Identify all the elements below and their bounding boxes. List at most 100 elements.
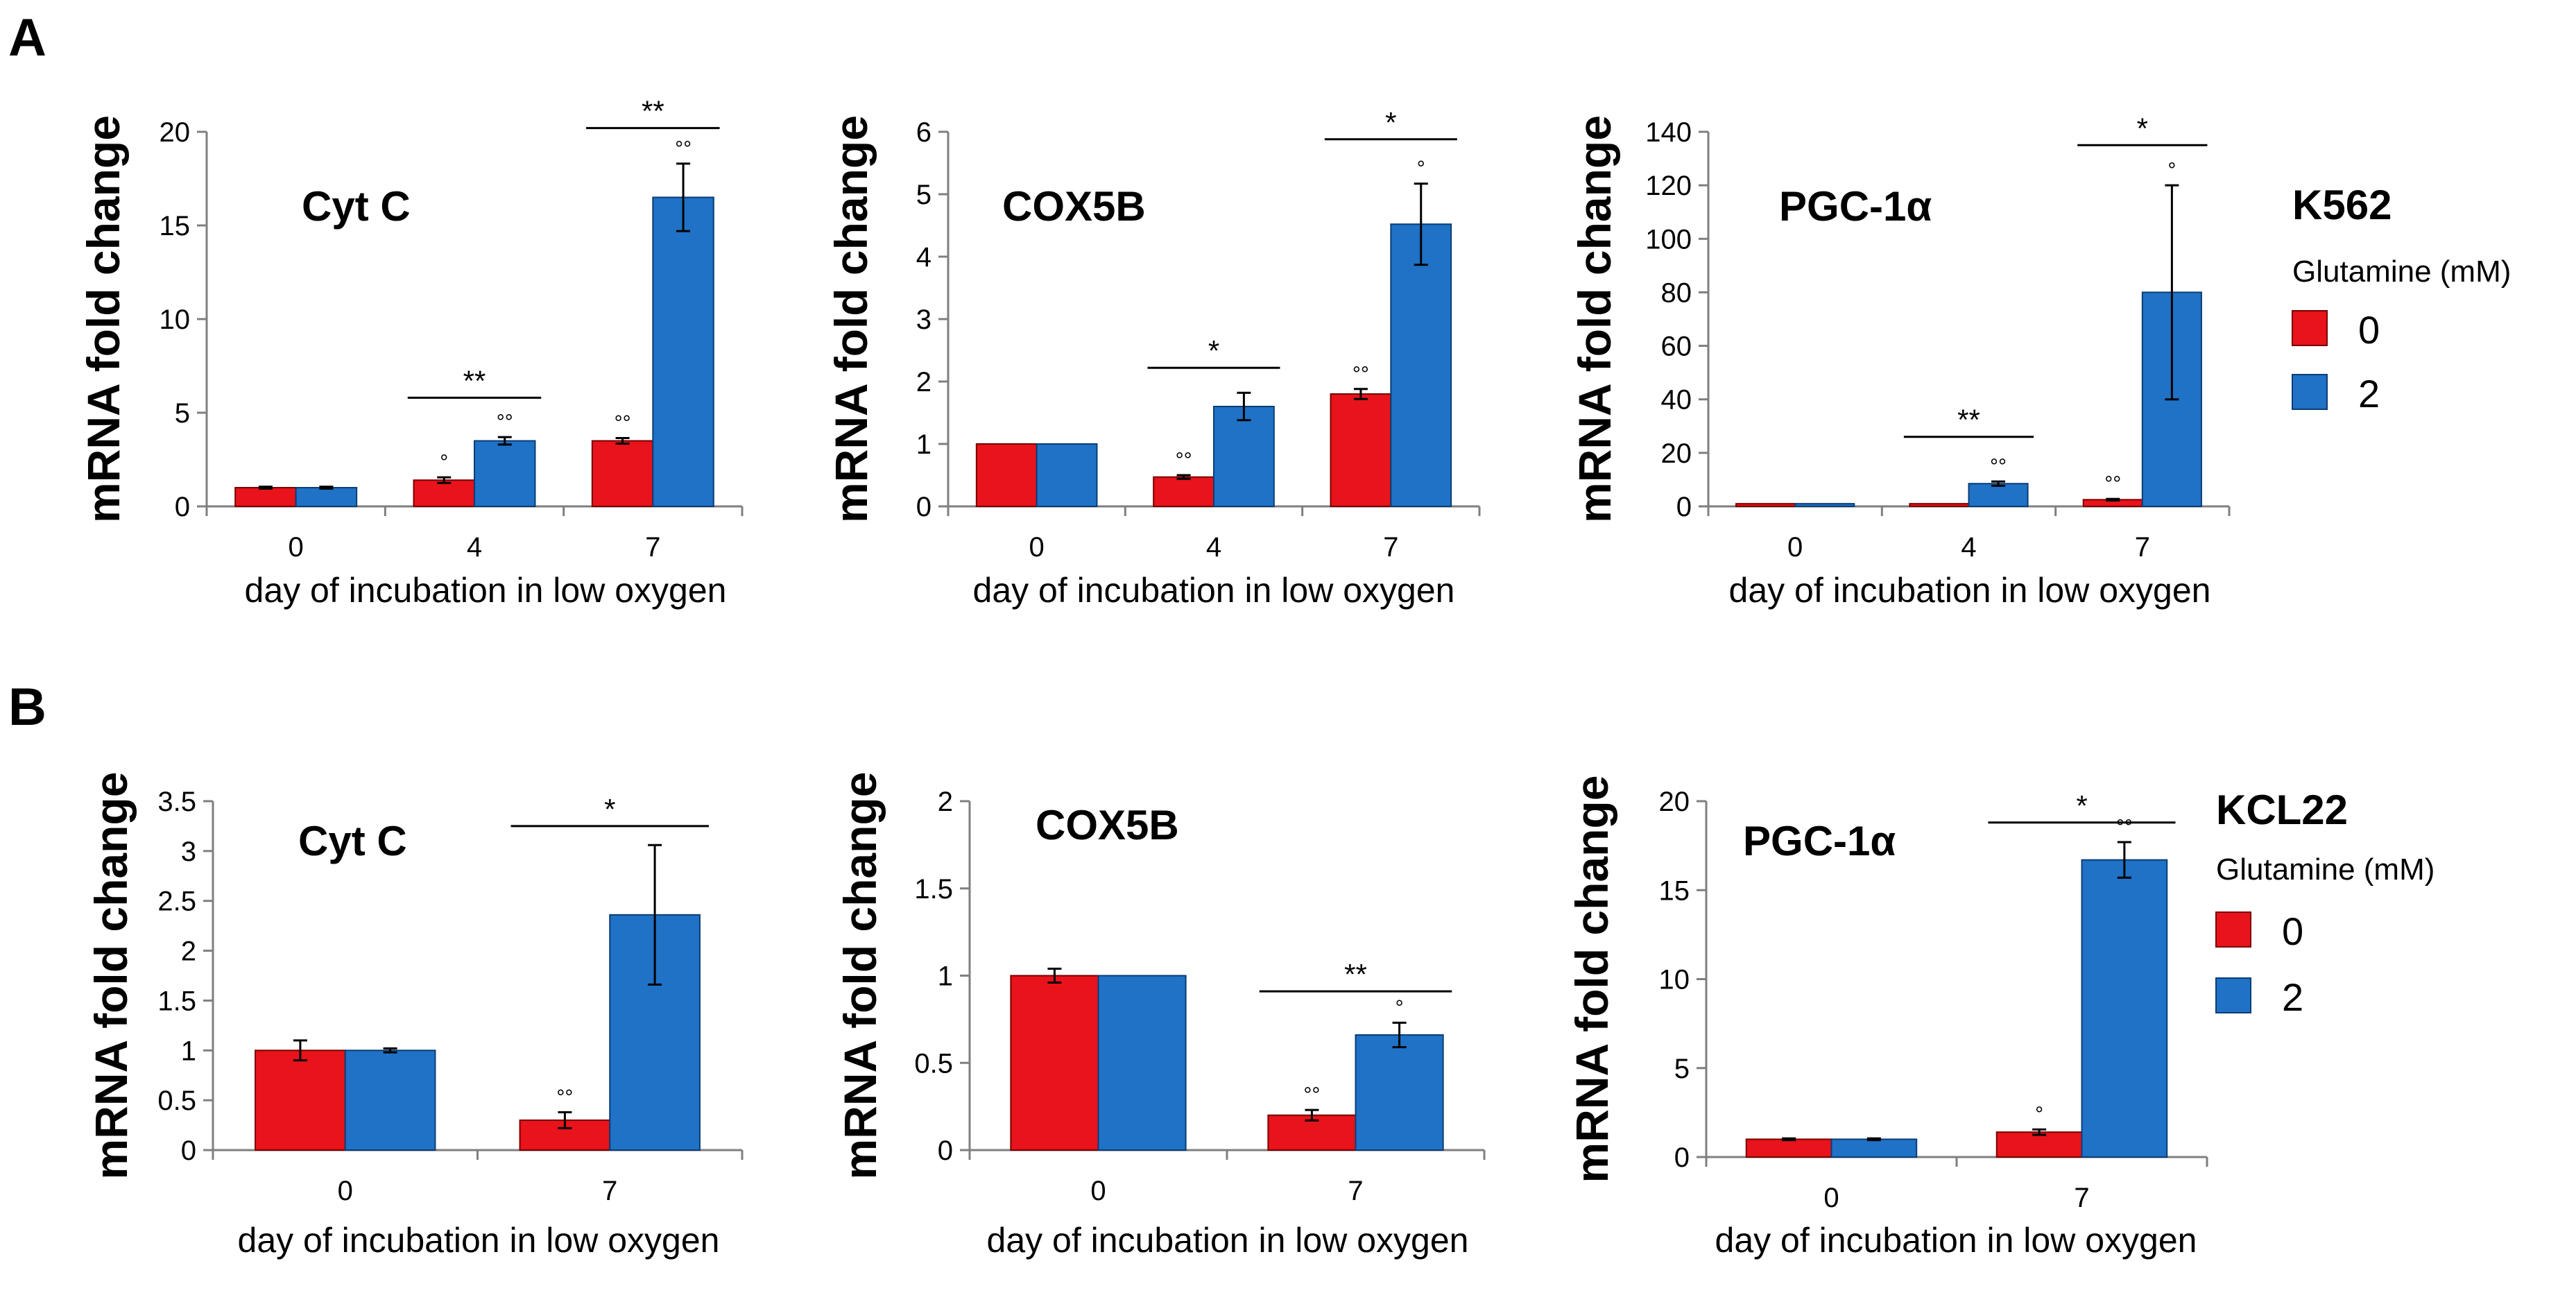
bar-glutamine-0-day-0 [1010, 975, 1099, 1151]
y-tick-label: 100 [1645, 224, 1692, 255]
bar-glutamine-2-day-7 [2081, 859, 2168, 1158]
significance-marker: °° [2116, 816, 2133, 839]
y-tick-label: 0.5 [914, 1048, 953, 1079]
significance-label: ** [1957, 404, 1980, 436]
y-tick-label: 0 [1674, 1142, 1690, 1173]
bar-glutamine-2-day-4 [474, 440, 536, 507]
y-tick-label: 15 [160, 211, 191, 241]
y-tick-label: 1 [938, 961, 953, 992]
panel-letter-b: B [8, 678, 46, 737]
legend-kcl22: KCL22 Glutamine (mM) 0 2 [2215, 787, 2435, 1019]
significance-marker: °° [1353, 363, 1369, 386]
x-tick-label: 7 [2135, 532, 2150, 563]
y-tick-label: 0 [916, 492, 931, 522]
bar-glutamine-0-day-7 [1995, 1131, 2083, 1158]
y-axis-label: mRNA fold change [1566, 776, 1617, 1183]
bar-glutamine-2-day-0 [1794, 503, 1855, 508]
y-tick-label: 0.5 [157, 1086, 196, 1116]
bar-glutamine-2-day-0 [1036, 443, 1098, 507]
significance-marker: ° [440, 451, 448, 474]
x-tick-label: 7 [602, 1176, 617, 1206]
bar-glutamine-2-day-7 [1355, 1034, 1444, 1151]
y-axis-label: mRNA fold change [78, 115, 129, 523]
x-tick-label: 0 [289, 532, 304, 563]
y-tick-label: 10 [1659, 965, 1690, 995]
legend-k562: K562 Glutamine (mM) 0 2 [2292, 182, 2511, 416]
x-axis-label: day of incubation in low oxygen [245, 571, 727, 610]
y-tick-label: 3 [181, 837, 196, 867]
y-tick-label: 3 [916, 305, 931, 335]
y-tick-label: 2 [181, 936, 196, 967]
legend-label-0: 0 [2358, 308, 2380, 352]
significance-label: ** [642, 95, 664, 128]
x-tick-label: 4 [1206, 532, 1221, 563]
significance-marker: °° [556, 1086, 573, 1108]
y-tick-label: 4 [916, 242, 931, 273]
x-tick-label: 7 [1383, 532, 1398, 563]
y-tick-label: 3.5 [157, 787, 196, 817]
significance-marker: ° [1417, 157, 1425, 180]
legend-swatch-0 [2215, 911, 2251, 948]
chart-b1-cyt-c: 0 0.5 1 1.5 2 2.5 3 3.5 0 7 °° * Cyt C mRNA fold chan… [85, 772, 744, 1260]
legend-label-0: 0 [2282, 909, 2303, 953]
y-tick-label: 0 [181, 1136, 196, 1166]
x-tick-label: 0 [1090, 1176, 1106, 1206]
bar-glutamine-0-day-0 [1735, 503, 1796, 508]
y-axis-label: mRNA fold change [834, 772, 886, 1180]
y-tick-label: 5 [1674, 1054, 1690, 1084]
bar-glutamine-2-day-0 [1097, 975, 1187, 1151]
legend-label-2: 2 [2282, 975, 2303, 1019]
bar-glutamine-2-day-4 [1213, 406, 1275, 507]
legend-swatch-2 [2292, 374, 2328, 410]
y-axis-label: mRNA fold change [825, 115, 877, 523]
gene-title: PGC-1α [1743, 818, 1896, 864]
significance-marker: °° [615, 411, 631, 434]
bar-glutamine-2-day-0 [344, 1050, 436, 1151]
x-tick-label: 7 [2074, 1183, 2089, 1213]
significance-label: * [2137, 112, 2148, 144]
bar-glutamine-0-day-7 [1330, 393, 1392, 507]
legend-title: Glutamine (mM) [2216, 853, 2435, 887]
y-tick-label: 40 [1661, 385, 1692, 416]
y-tick-label: 0 [938, 1136, 953, 1166]
x-axis-label: day of incubation in low oxygen [1715, 1221, 2197, 1260]
significance-label: * [1208, 334, 1219, 367]
legend-swatch-0 [2292, 310, 2328, 346]
x-axis-label: day of incubation in low oxygen [987, 1221, 1469, 1260]
bar-glutamine-0-day-0 [234, 487, 297, 507]
significance-label: ** [463, 364, 486, 397]
y-tick-label: 1.5 [914, 874, 953, 905]
bar-glutamine-0-day-4 [1909, 503, 1970, 508]
bar-glutamine-0-day-0 [255, 1050, 346, 1151]
x-axis-label: day of incubation in low oxygen [973, 571, 1455, 610]
legend-cell-line-kcl22: KCL22 [2216, 787, 2348, 833]
gene-title: Cyt C [302, 183, 411, 230]
legend-swatch-2 [2215, 977, 2251, 1013]
legend-title: Glutamine (mM) [2292, 255, 2511, 289]
bar-glutamine-0-day-4 [1153, 476, 1214, 508]
x-tick-label: 7 [645, 532, 660, 563]
x-tick-label: 0 [338, 1176, 353, 1206]
bar-glutamine-2-day-4 [1968, 483, 2029, 508]
significance-marker: °° [1990, 455, 2007, 478]
y-tick-label: 1.5 [157, 986, 196, 1016]
bar-glutamine-0-day-0 [975, 443, 1038, 507]
bar-glutamine-2-day-7 [652, 196, 714, 507]
bar-glutamine-2-day-0 [1830, 1138, 1918, 1158]
x-tick-label: 7 [1348, 1176, 1363, 1206]
gene-title: Cyt C [298, 818, 407, 864]
y-axis-label: mRNA fold change [85, 772, 137, 1180]
gene-title: PGC-1α [1779, 183, 1932, 230]
y-tick-label: 20 [1661, 438, 1692, 469]
y-tick-label: 2.5 [157, 887, 196, 917]
y-axis-label: mRNA fold change [1569, 115, 1620, 523]
y-tick-label: 140 [1645, 117, 1692, 148]
y-tick-label: 60 [1661, 332, 1692, 362]
y-tick-label: 80 [1661, 277, 1692, 308]
bar-glutamine-0-day-7 [591, 440, 654, 507]
x-tick-label: 4 [1961, 532, 1976, 563]
significance-label: * [604, 793, 615, 825]
